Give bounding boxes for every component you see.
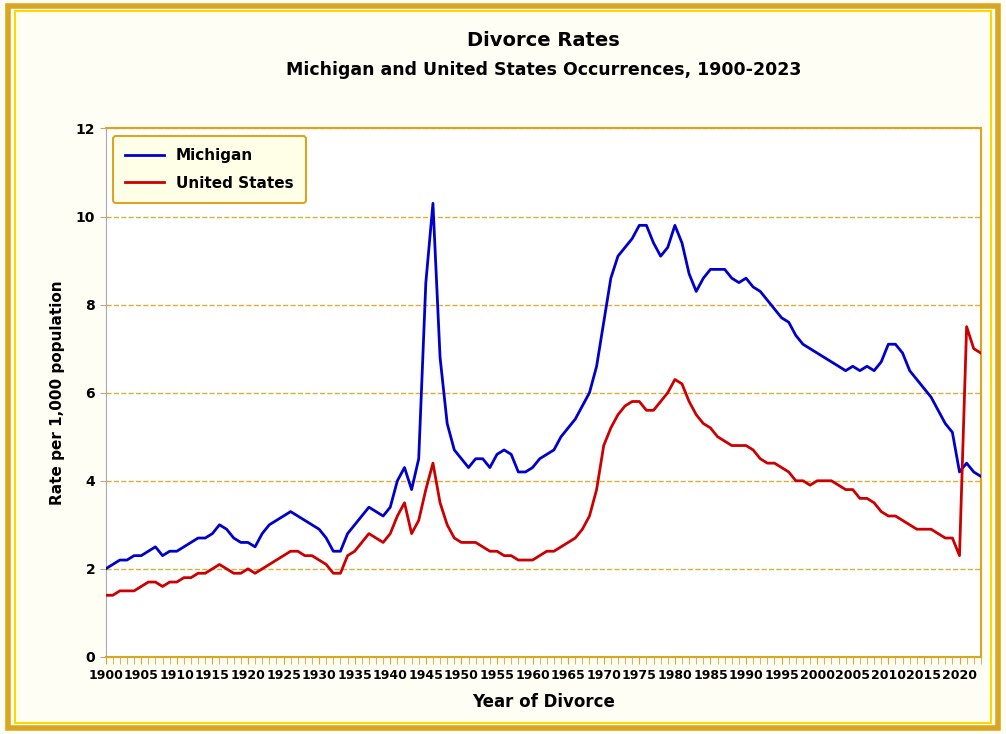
United States [100,591,112,600]
Text: Michigan and United States Occurrences, 1900-2023: Michigan and United States Occurrences, … [286,61,801,79]
Michigan [107,560,119,569]
United States [157,582,169,591]
United States [107,591,119,600]
Line: Michigan: Michigan [106,203,981,569]
United States [484,547,496,556]
Legend: Michigan, United States: Michigan, United States [114,136,306,203]
Michigan [157,551,169,560]
Michigan [975,472,987,481]
United States [264,560,276,569]
Michigan [100,564,112,573]
Y-axis label: Rate per 1,000 population: Rate per 1,000 population [49,280,64,505]
Text: Divorce Rates: Divorce Rates [467,31,620,50]
United States [356,538,368,547]
Michigan [491,450,503,459]
United States [975,349,987,357]
Michigan [427,199,439,208]
Michigan [612,252,624,261]
Michigan [264,520,276,529]
United States [605,424,617,432]
X-axis label: Year of Divorce: Year of Divorce [472,693,615,711]
Line: United States: United States [106,327,981,595]
United States [961,322,973,331]
Michigan [356,512,368,520]
